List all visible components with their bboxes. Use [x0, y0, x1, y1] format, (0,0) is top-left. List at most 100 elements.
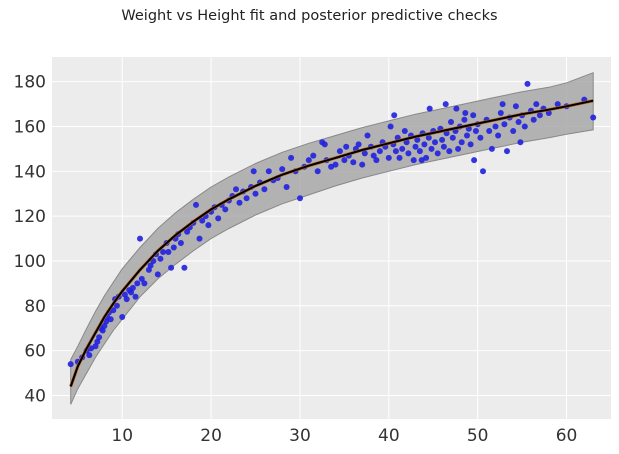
- data-point: [261, 186, 268, 193]
- data-point: [243, 195, 250, 202]
- data-point: [129, 284, 136, 291]
- data-point: [449, 134, 456, 141]
- data-point: [410, 157, 417, 164]
- x-tick-label: 50: [467, 426, 489, 446]
- data-point: [283, 184, 290, 190]
- data-point: [399, 145, 406, 152]
- data-point: [461, 116, 468, 123]
- data-point: [521, 123, 528, 130]
- data-point: [492, 123, 499, 130]
- y-tick-label: 120: [14, 207, 46, 227]
- data-point: [488, 145, 495, 152]
- data-point: [414, 136, 421, 143]
- y-tick-label: 160: [14, 117, 46, 137]
- data-point: [462, 110, 469, 116]
- data-point: [332, 161, 339, 168]
- data-point: [524, 80, 531, 87]
- data-point: [138, 275, 145, 282]
- data-point: [86, 352, 93, 359]
- data-point: [472, 128, 479, 134]
- data-point: [501, 121, 508, 128]
- data-point: [137, 235, 143, 242]
- data-point: [236, 199, 243, 206]
- chart-title: Weight vs Height fit and posterior predi…: [121, 8, 498, 24]
- data-point: [530, 116, 537, 123]
- x-tick-label: 60: [556, 426, 578, 446]
- data-point: [373, 157, 380, 164]
- data-point: [321, 141, 328, 148]
- data-point: [314, 168, 321, 175]
- data-point: [477, 134, 484, 141]
- data-point: [432, 139, 438, 146]
- data-point: [426, 105, 433, 112]
- data-point: [391, 112, 398, 119]
- y-tick-label: 40: [24, 386, 46, 406]
- data-point: [359, 161, 366, 168]
- data-point: [470, 112, 477, 119]
- data-point: [434, 150, 441, 157]
- data-point: [517, 139, 524, 146]
- data-point: [343, 143, 350, 150]
- data-point: [455, 145, 462, 152]
- y-tick-label: 60: [24, 342, 46, 362]
- data-point: [364, 132, 371, 139]
- data-point: [421, 141, 428, 148]
- data-point: [92, 343, 99, 350]
- data-point: [132, 293, 139, 300]
- data-point: [119, 314, 126, 320]
- data-point: [305, 157, 312, 164]
- data-point: [205, 222, 212, 229]
- data-point: [554, 101, 561, 108]
- x-tick-label: 20: [200, 426, 222, 446]
- data-point: [471, 157, 478, 164]
- data-point: [512, 103, 519, 110]
- data-point: [67, 361, 74, 368]
- data-point: [165, 249, 172, 255]
- data-point: [504, 148, 510, 155]
- data-point: [497, 110, 504, 116]
- x-tick-label: 30: [289, 426, 311, 446]
- data-point: [160, 249, 167, 255]
- data-point: [141, 280, 148, 287]
- data-point: [265, 168, 272, 175]
- data-point: [385, 154, 392, 161]
- data-point: [107, 316, 114, 323]
- data-point: [193, 201, 199, 208]
- data-point: [288, 154, 295, 161]
- data-point: [128, 289, 135, 296]
- data-point: [134, 280, 141, 287]
- data-point: [416, 148, 423, 155]
- data-point: [168, 264, 175, 271]
- data-point: [405, 150, 412, 157]
- data-point: [376, 148, 383, 155]
- data-point: [401, 128, 408, 134]
- data-point: [418, 157, 425, 164]
- data-point: [536, 112, 543, 119]
- y-tick-label: 80: [24, 297, 46, 317]
- data-point: [442, 101, 449, 108]
- data-point: [310, 152, 317, 159]
- data-point: [341, 157, 348, 164]
- data-point: [590, 114, 597, 121]
- data-point: [233, 186, 239, 193]
- data-point: [123, 296, 130, 303]
- data-point: [252, 190, 259, 197]
- data-point: [250, 168, 257, 175]
- data-point: [440, 143, 447, 150]
- data-point: [113, 302, 120, 309]
- data-point: [467, 141, 474, 148]
- data-point: [510, 128, 517, 134]
- data-point: [101, 323, 108, 329]
- data-point: [297, 195, 303, 202]
- data-point: [154, 271, 161, 278]
- data-point: [103, 318, 110, 325]
- data-point: [446, 148, 453, 155]
- x-tick-label: 40: [378, 426, 400, 446]
- tick-labels: 10 20 30 40 50 60 40 60 80 100 120 140 160 180: [14, 73, 578, 446]
- data-point: [199, 217, 206, 224]
- data-point: [428, 145, 435, 152]
- data-point: [439, 136, 446, 143]
- data-point: [336, 148, 343, 155]
- data-point: [453, 105, 460, 112]
- data-point: [215, 215, 222, 222]
